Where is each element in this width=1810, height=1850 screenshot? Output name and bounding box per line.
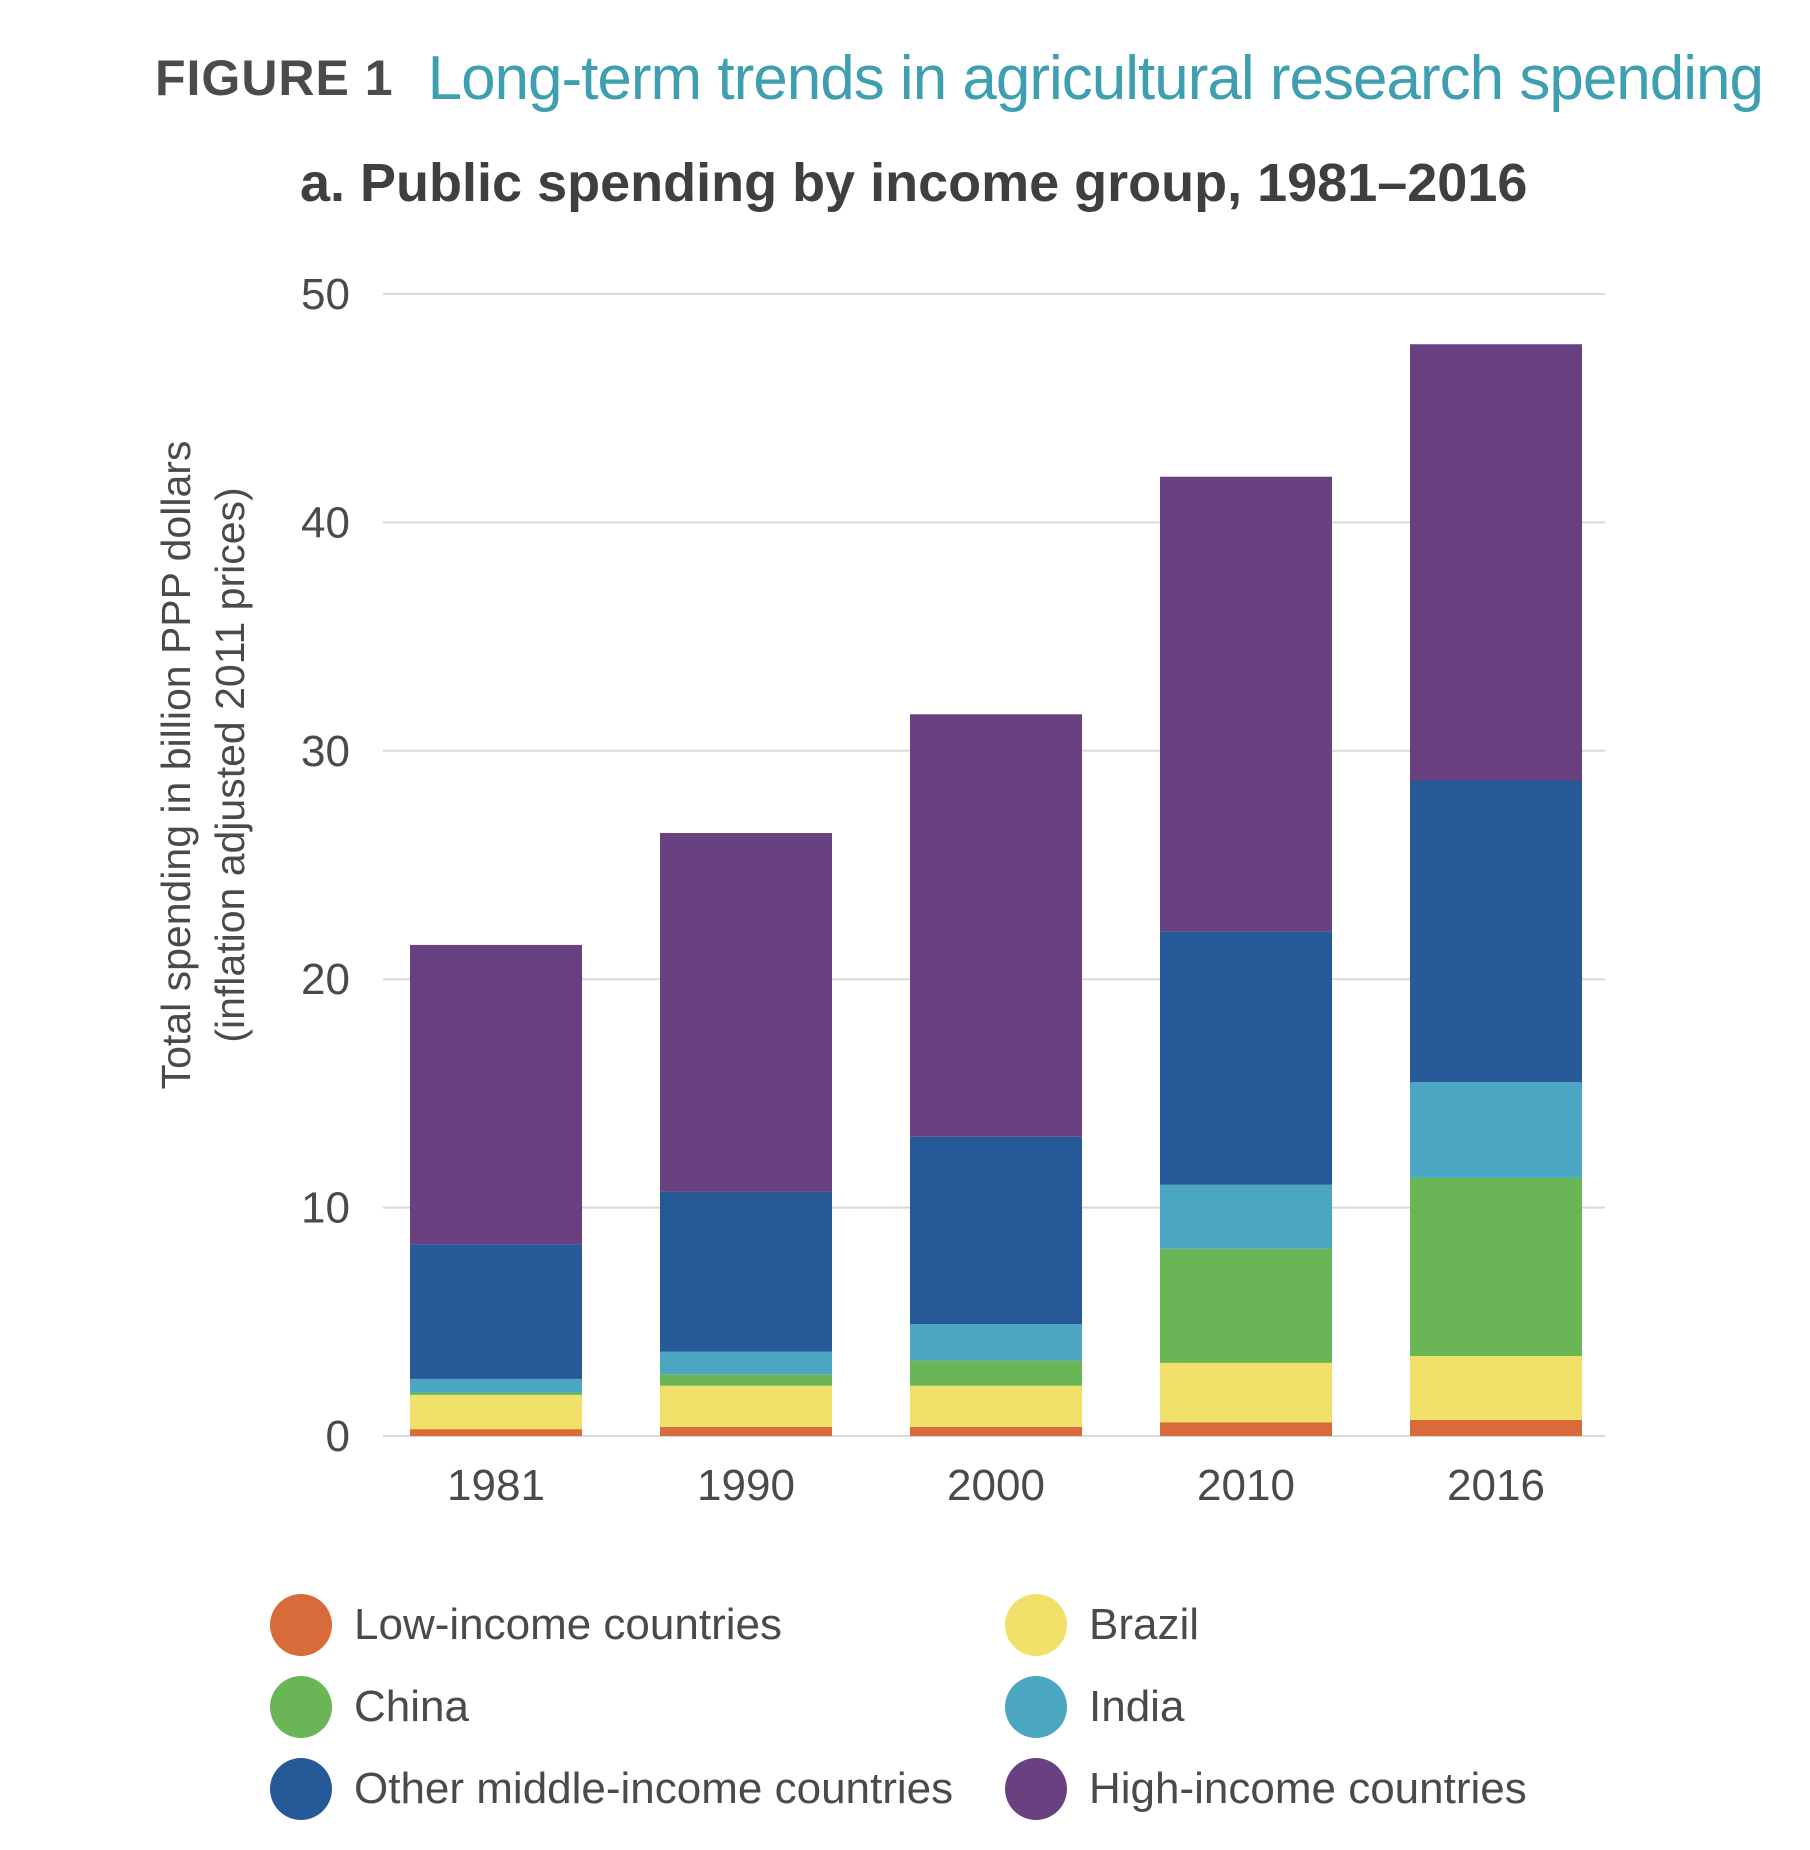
bar-segment (910, 1385, 1082, 1427)
x-tick-label: 2000 (947, 1461, 1045, 1510)
x-tick-label: 2010 (1197, 1461, 1295, 1510)
legend-label: High-income countries (1089, 1764, 1527, 1813)
bar-segment (910, 714, 1082, 1137)
legend-swatch (270, 1758, 332, 1820)
bar-segment (660, 833, 832, 1192)
y-tick-label: 30 (301, 727, 350, 776)
legend-label: Low-income countries (354, 1600, 782, 1649)
legend-item-china: China (270, 1672, 469, 1742)
bar-segment (910, 1360, 1082, 1386)
y-tick-label: 40 (301, 498, 350, 547)
bar-segment (1410, 344, 1582, 781)
bar-segment (660, 1385, 832, 1427)
legend-item-india: India (1005, 1672, 1184, 1742)
legend-item-other-middle-income: Other middle-income countries (270, 1754, 953, 1824)
y-tick-label: 20 (301, 955, 350, 1004)
legend-item-brazil: Brazil (1005, 1590, 1199, 1660)
y-axis-label-line-2: (inflation adjusted 2011 prices) (207, 487, 253, 1042)
y-tick-label: 0 (326, 1412, 350, 1461)
bar-segment (910, 1324, 1082, 1361)
bar-segment (410, 1378, 582, 1393)
bar-segment (910, 1426, 1082, 1436)
bar-segment (410, 1392, 582, 1395)
y-tick-label: 50 (301, 270, 350, 319)
bar-segment (660, 1351, 832, 1375)
chart-title: a. Public spending by income group, 1981… (300, 153, 1528, 213)
bar-segment (1410, 1081, 1582, 1178)
x-axis-ticks: 1981 1990 2000 2010 2016 (447, 1461, 1545, 1510)
y-axis-label-line-1: Total spending in billion PPP dollars (153, 441, 199, 1090)
legend-swatch (1005, 1594, 1067, 1656)
bar-segment (1160, 931, 1332, 1185)
legend-label: Other middle-income countries (354, 1764, 954, 1813)
bar-segment (410, 1244, 582, 1379)
legend-item-high-income: High-income countries (1005, 1754, 1527, 1824)
legend: Low-income countries Brazil China India … (270, 1590, 1570, 1840)
legend-swatch (1005, 1758, 1067, 1820)
bars (410, 344, 1582, 1436)
y-axis-ticks: 0 10 20 30 40 50 (301, 270, 350, 1461)
bar-segment (1410, 780, 1582, 1082)
figure-title: Long-term trends in agricultural researc… (427, 43, 1764, 113)
bar-segment (1410, 1356, 1582, 1421)
bar-segment (660, 1426, 832, 1436)
bar-segment (1410, 1420, 1582, 1436)
bar-segment (910, 1136, 1082, 1325)
y-tick-label: 10 (301, 1184, 350, 1233)
x-tick-label: 2016 (1447, 1461, 1545, 1510)
bar-segment (1160, 1362, 1332, 1423)
bar-segment (1160, 1422, 1332, 1436)
bar-segment (660, 1374, 832, 1386)
legend-swatch (270, 1594, 332, 1656)
bar-segment (1160, 1248, 1332, 1363)
legend-label: India (1089, 1682, 1185, 1731)
bar-segment (660, 1191, 832, 1352)
x-tick-label: 1981 (447, 1461, 545, 1510)
legend-label: Brazil (1089, 1600, 1200, 1649)
bar-segment (1410, 1177, 1582, 1357)
bar-segment (410, 1394, 582, 1430)
legend-label: China (354, 1682, 469, 1731)
legend-item-low-income: Low-income countries (270, 1590, 782, 1660)
bar-segment (410, 1429, 582, 1436)
x-tick-label: 1990 (697, 1461, 795, 1510)
figure-label: FIGURE 1 (155, 50, 394, 106)
figure-heading: FIGURE 1 Long-term trends in agricultura… (155, 28, 1764, 128)
bar-segment (1160, 476, 1332, 932)
bar-segment (410, 944, 582, 1245)
legend-swatch (1005, 1676, 1067, 1738)
stacked-bar-chart: 0 10 20 30 40 50 1981 1990 2000 2010 2016 Total s… (153, 270, 1605, 1510)
bar-segment (1160, 1184, 1332, 1249)
legend-swatch (270, 1676, 332, 1738)
